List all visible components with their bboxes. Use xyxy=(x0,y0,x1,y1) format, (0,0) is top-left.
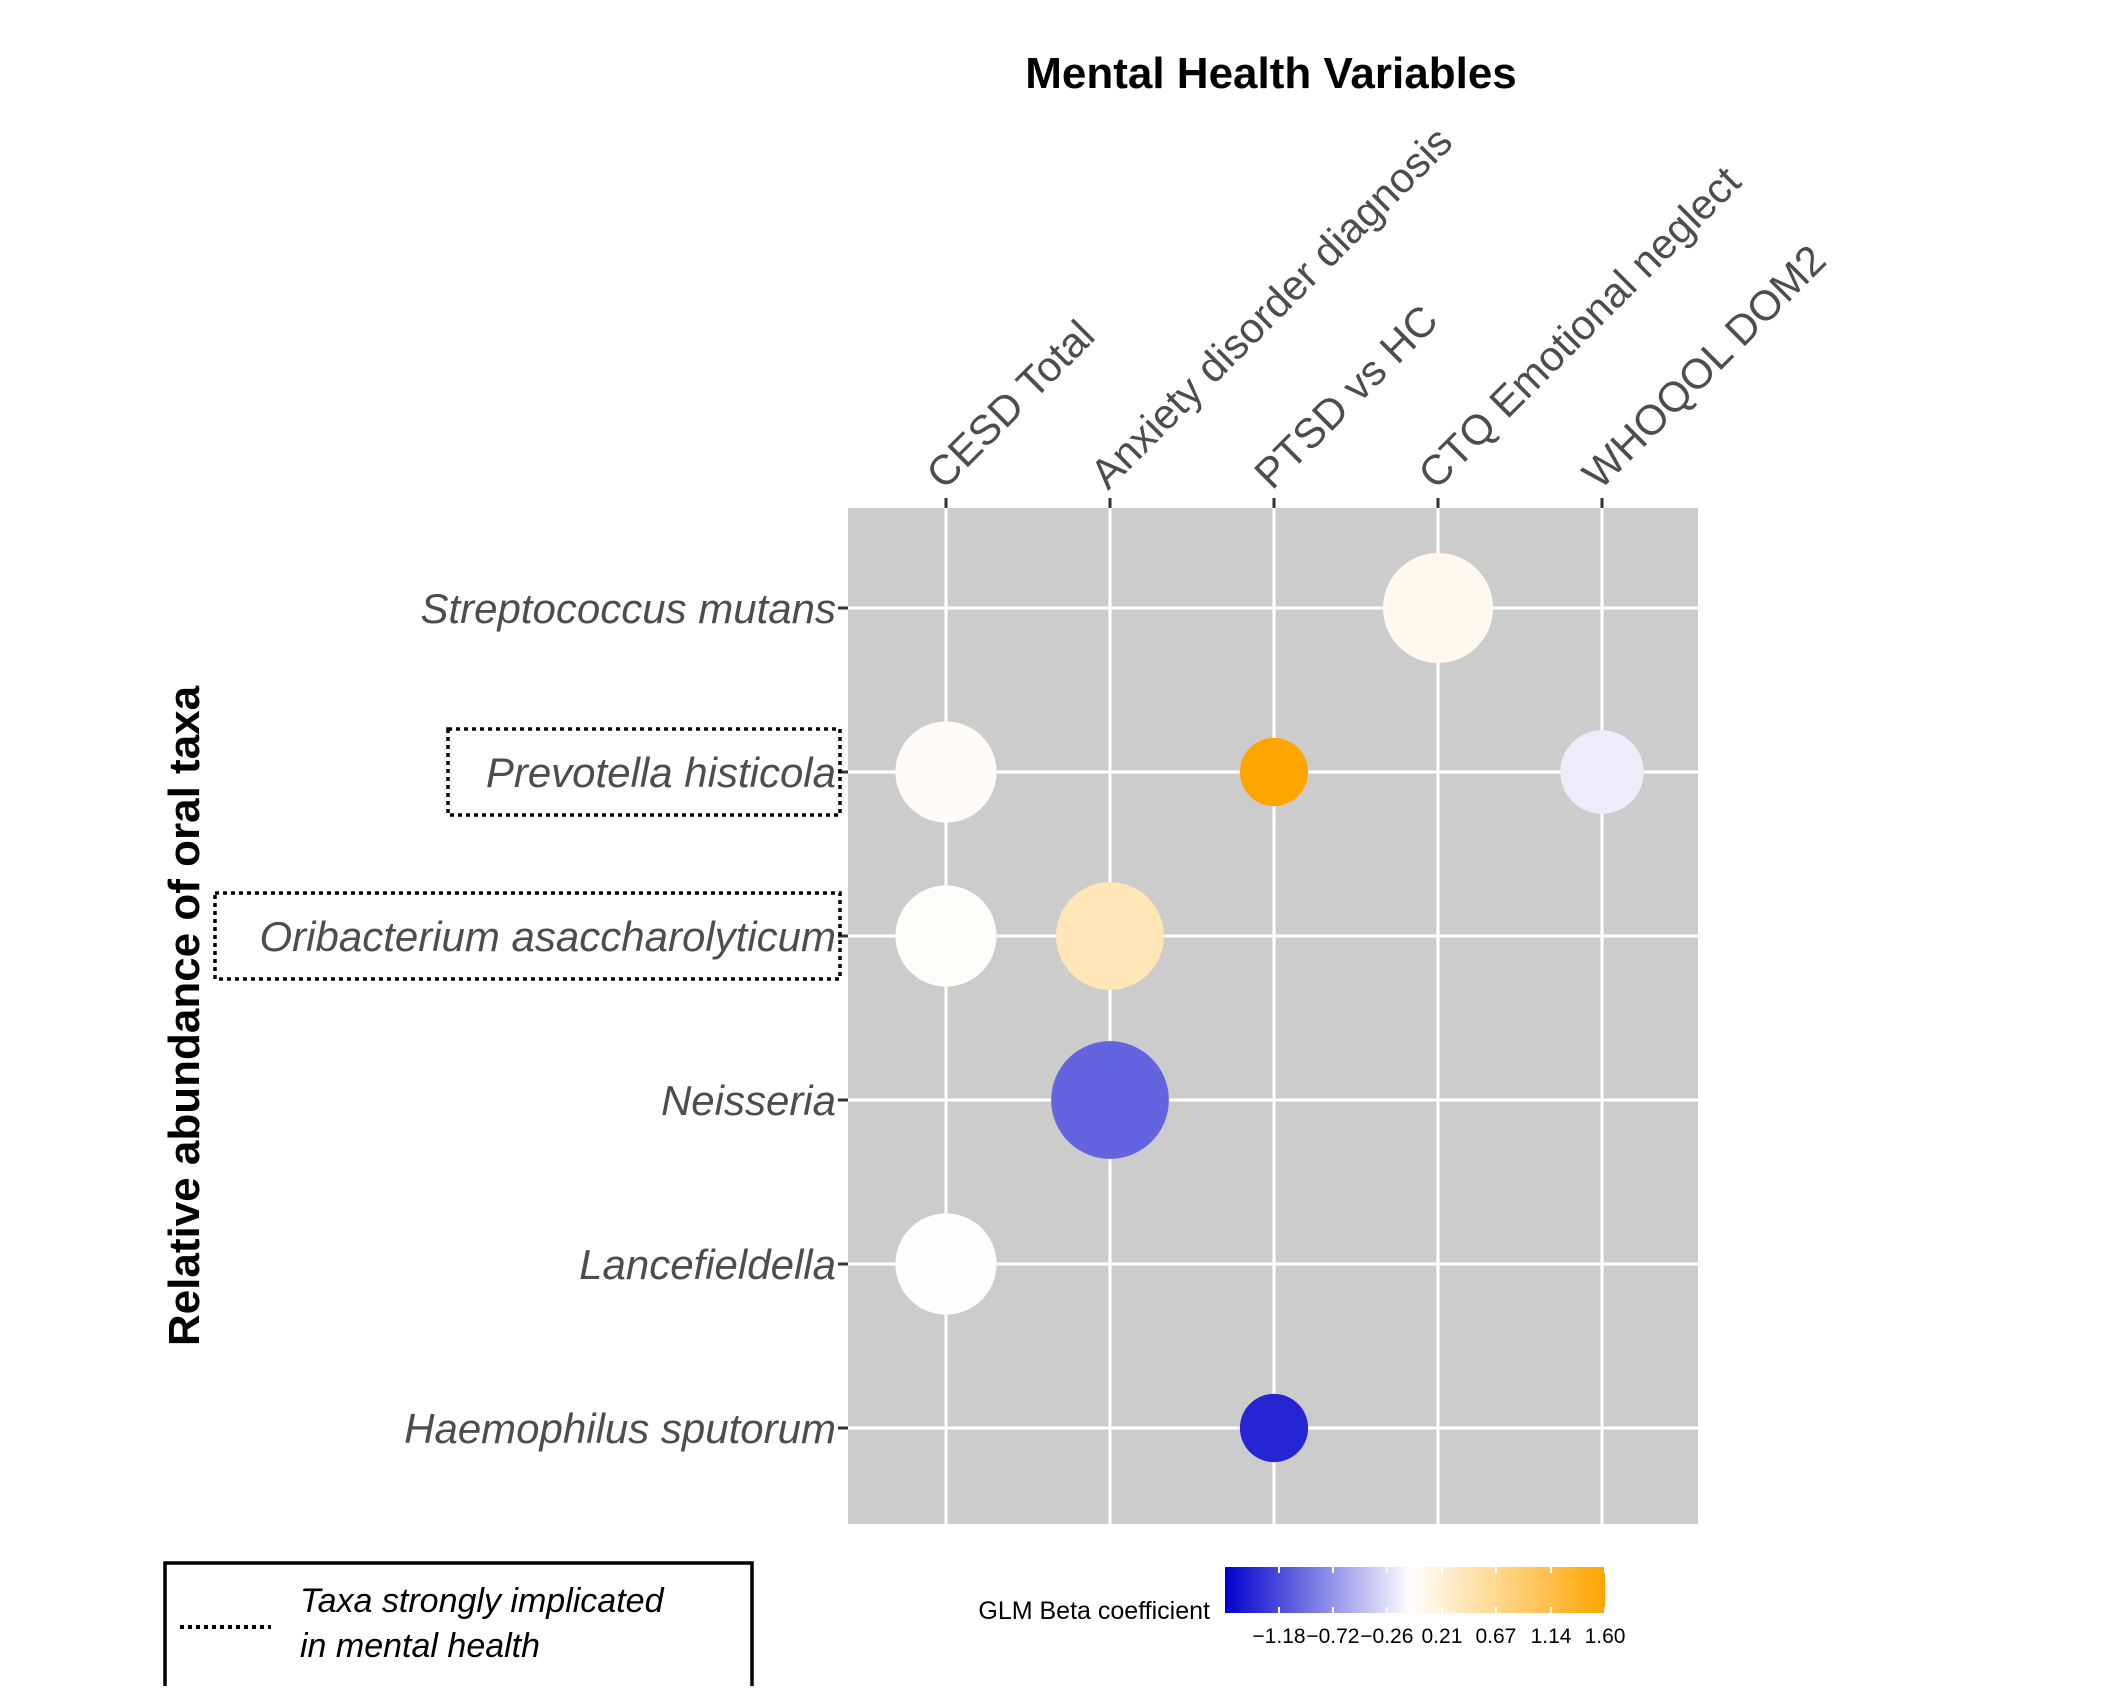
color-legend: GLM Beta coefficient −1.18 −0.72 −0.26 0.21… xyxy=(978,1567,1625,1648)
x-tick-label: CTQ Emotional neglect xyxy=(1409,157,1749,497)
data-point xyxy=(1383,553,1493,663)
color-legend-tick-label: −0.26 xyxy=(1360,1625,1413,1648)
color-legend-tick-label: 1.60 xyxy=(1585,1625,1626,1648)
y-tick-label: Prevotella histicola xyxy=(486,749,836,796)
highlight-box xyxy=(446,727,842,817)
y-axis-title: Relative abundance of oral taxa xyxy=(160,685,209,1346)
color-legend-tick-label: −1.18 xyxy=(1252,1625,1305,1648)
y-tick-label: Streptococcus mutans xyxy=(420,585,836,632)
highlight-boxes xyxy=(213,727,842,981)
highlight-legend: Taxa strongly implicated in mental healt… xyxy=(163,1561,754,1690)
y-tick-label: Oribacterium asaccharolyticum xyxy=(259,913,836,960)
color-legend-title: GLM Beta coefficient xyxy=(978,1597,1210,1625)
highlight-legend-text-line2: in mental health xyxy=(300,1627,540,1665)
chart-title: Mental Health Variables xyxy=(1025,49,1517,98)
y-tick-label: Neisseria xyxy=(661,1077,836,1124)
color-legend-tick-label: 0.21 xyxy=(1422,1625,1463,1648)
color-legend-tick-label: 0.67 xyxy=(1475,1625,1516,1648)
data-point xyxy=(895,1213,997,1315)
color-legend-tick-label: 1.14 xyxy=(1531,1625,1572,1648)
highlight-box xyxy=(213,891,842,981)
data-point xyxy=(1056,882,1164,990)
y-tick-label: Haemophilus sputorum xyxy=(404,1405,836,1452)
x-tick-label: CESD Total xyxy=(917,311,1103,497)
data-point xyxy=(1239,737,1309,807)
data-point xyxy=(1051,1041,1169,1159)
data-point xyxy=(1560,730,1644,814)
highlight-legend-text-line1: Taxa strongly implicated xyxy=(300,1582,665,1620)
color-legend-bar xyxy=(1225,1567,1605,1613)
color-legend-ticks: −1.18 −0.72 −0.26 0.21 0.67 1.14 1.60 xyxy=(1252,1567,1625,1648)
y-axis-labels: Streptococcus mutans Prevotella histicola… xyxy=(259,585,836,1452)
data-point xyxy=(1239,1393,1309,1463)
y-tick-label: Lancefieldella xyxy=(579,1241,836,1288)
data-point xyxy=(895,885,997,987)
data-point xyxy=(895,721,997,823)
color-legend-tick-label: −0.72 xyxy=(1306,1625,1359,1648)
data-points xyxy=(895,553,1644,1463)
